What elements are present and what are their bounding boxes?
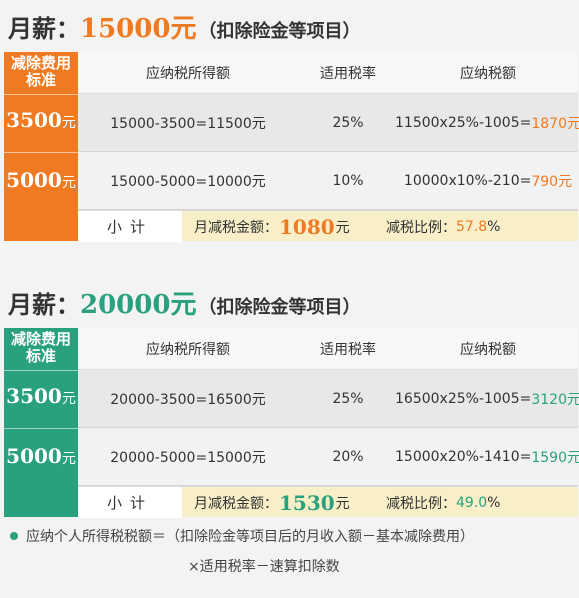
divider xyxy=(4,370,78,371)
saving-ratio: 减税比例： 49.0% xyxy=(386,487,500,518)
subtotal-row: 小计 月减税金额： 1080 元 减税比例： 57.8% xyxy=(78,210,578,242)
tax-payable-cell: 11500x25%-1005= 1870元 xyxy=(395,94,579,151)
header-taxable-income: 应纳税所得额 xyxy=(146,341,230,358)
deduction-unit: 元 xyxy=(61,115,76,131)
tax-payable-cell: 10000x10%-210= 790元 xyxy=(398,152,578,209)
monthly-saving-label: 月减税金额： xyxy=(194,495,278,512)
subtotal-row: 小计 月减税金额： 1530 元 减税比例： 49.0% xyxy=(78,486,578,518)
subtotal-label: 小计 xyxy=(78,487,182,518)
header-tax-payable: 应纳税额 xyxy=(460,65,516,82)
subtotal-label: 小计 xyxy=(78,211,182,242)
saving-ratio: 减税比例： 57.8% xyxy=(386,211,500,242)
monthly-saving-unit: 元 xyxy=(335,219,350,236)
table-row: 20000-3500=16500元 25% 16500x25%-1005= 312… xyxy=(78,370,579,428)
formula-text-2: ×适用税率－速算扣除数 xyxy=(188,559,340,575)
tax-payable-cell: 16500x25%-1005= 3120元 xyxy=(395,370,579,427)
monthly-saving: 月减税金额： 1530 元 xyxy=(194,487,350,518)
divider xyxy=(4,94,78,95)
tax-table: 减除费用标准 3500元 5000元 应纳税所得额 适用税率 应纳税额 1500… xyxy=(4,52,579,242)
header-taxable-income: 应纳税所得额 xyxy=(146,65,230,82)
tax-rate-cell: 20% xyxy=(332,448,364,465)
divider xyxy=(4,152,78,153)
taxable-income-cell: 20000-3500=16500元 xyxy=(110,391,266,408)
header-tax-payable: 应纳税额 xyxy=(460,341,516,358)
deduction-unit: 元 xyxy=(61,451,76,467)
formula-note: 应纳个人所得税税额＝（扣除险金等项目后的月收入额－基本减除费用） ×适用税率－速… xyxy=(10,526,575,576)
table-row: 15000-5000=10000元 10% 10000x10%-210= 790元 xyxy=(78,152,578,210)
deduction-number: 3500 xyxy=(6,384,62,408)
side-header: 减除费用标准 xyxy=(10,54,71,89)
saving-ratio-value: 49.0 xyxy=(456,494,488,511)
tax-result: 790元 xyxy=(531,173,573,190)
tax-result: 1590元 xyxy=(531,449,579,466)
salary-label: 月薪： xyxy=(8,290,80,319)
tax-rate-cell: 10% xyxy=(332,172,364,189)
deduction-5000: 5000元 xyxy=(4,168,78,192)
tax-rate-cell: 25% xyxy=(332,114,364,131)
saving-ratio-unit: % xyxy=(487,494,501,511)
divider xyxy=(4,428,78,429)
deduction-3500: 3500元 xyxy=(4,108,78,132)
salary-amount: 15000元 xyxy=(80,14,197,44)
saving-ratio-label: 减税比例： xyxy=(386,495,456,512)
deduction-unit: 元 xyxy=(61,175,76,191)
saving-ratio-value: 57.8 xyxy=(456,218,488,235)
saving-ratio-unit: % xyxy=(487,218,501,235)
deduction-number: 3500 xyxy=(6,108,62,132)
deduction-sidebar: 减除费用标准 3500元 5000元 xyxy=(4,328,78,517)
deduction-5000: 5000元 xyxy=(4,444,78,468)
salary-amount: 20000元 xyxy=(80,290,197,320)
tax-calc: 15000x20%-1410= xyxy=(395,448,532,465)
table-row: 20000-5000=15000元 20% 15000x20%-1410= 159… xyxy=(78,428,579,486)
salary-title: 月薪： 15000元 （扣除险金等项目） xyxy=(8,8,360,44)
tax-rate-cell: 25% xyxy=(332,390,364,407)
salary-title: 月薪： 20000元 （扣除险金等项目） xyxy=(8,284,360,320)
taxable-income-cell: 15000-3500=11500元 xyxy=(110,115,266,132)
deduction-number: 5000 xyxy=(6,444,62,468)
table-header: 应纳税所得额 适用税率 应纳税额 xyxy=(78,52,578,94)
monthly-saving-value: 1530 xyxy=(279,490,335,515)
formula-text-1: 应纳个人所得税税额＝（扣除险金等项目后的月收入额－基本减除费用） xyxy=(26,529,474,545)
taxable-income-cell: 15000-5000=10000元 xyxy=(110,173,266,190)
monthly-saving: 月减税金额： 1080 元 xyxy=(194,211,350,242)
header-tax-rate: 适用税率 xyxy=(320,65,376,82)
tax-result: 3120元 xyxy=(531,391,579,408)
deduction-sidebar: 减除费用标准 3500元 5000元 xyxy=(4,52,78,241)
tax-table: 减除费用标准 3500元 5000元 应纳税所得额 适用税率 应纳税额 2000… xyxy=(4,328,579,518)
tax-calc: 16500x25%-1005= xyxy=(395,390,532,407)
header-tax-rate: 适用税率 xyxy=(320,341,376,358)
monthly-saving-label: 月减税金额： xyxy=(194,219,278,236)
monthly-saving-value: 1080 xyxy=(279,214,335,239)
tax-calc: 11500x25%-1005= xyxy=(395,114,532,131)
monthly-saving-unit: 元 xyxy=(335,495,350,512)
side-header: 减除费用标准 xyxy=(10,330,71,365)
deduction-number: 5000 xyxy=(6,168,62,192)
salary-note: （扣除险金等项目） xyxy=(198,21,361,42)
salary-label: 月薪： xyxy=(8,14,80,43)
table-row: 15000-3500=11500元 25% 11500x25%-1005= 187… xyxy=(78,94,579,152)
table-header: 应纳税所得额 适用税率 应纳税额 xyxy=(78,328,578,370)
deduction-3500: 3500元 xyxy=(4,384,78,408)
taxable-income-cell: 20000-5000=15000元 xyxy=(110,449,266,466)
formula-line-1: 应纳个人所得税税额＝（扣除险金等项目后的月收入额－基本减除费用） xyxy=(10,526,575,546)
bullet-dot-icon xyxy=(10,532,18,540)
saving-ratio-label: 减税比例： xyxy=(386,219,456,236)
tax-result: 1870元 xyxy=(531,115,579,132)
deduction-unit: 元 xyxy=(61,391,76,407)
salary-note: （扣除险金等项目） xyxy=(198,297,361,318)
tax-calc: 10000x10%-210= xyxy=(403,172,532,189)
tax-payable-cell: 15000x20%-1410= 1590元 xyxy=(395,428,579,485)
